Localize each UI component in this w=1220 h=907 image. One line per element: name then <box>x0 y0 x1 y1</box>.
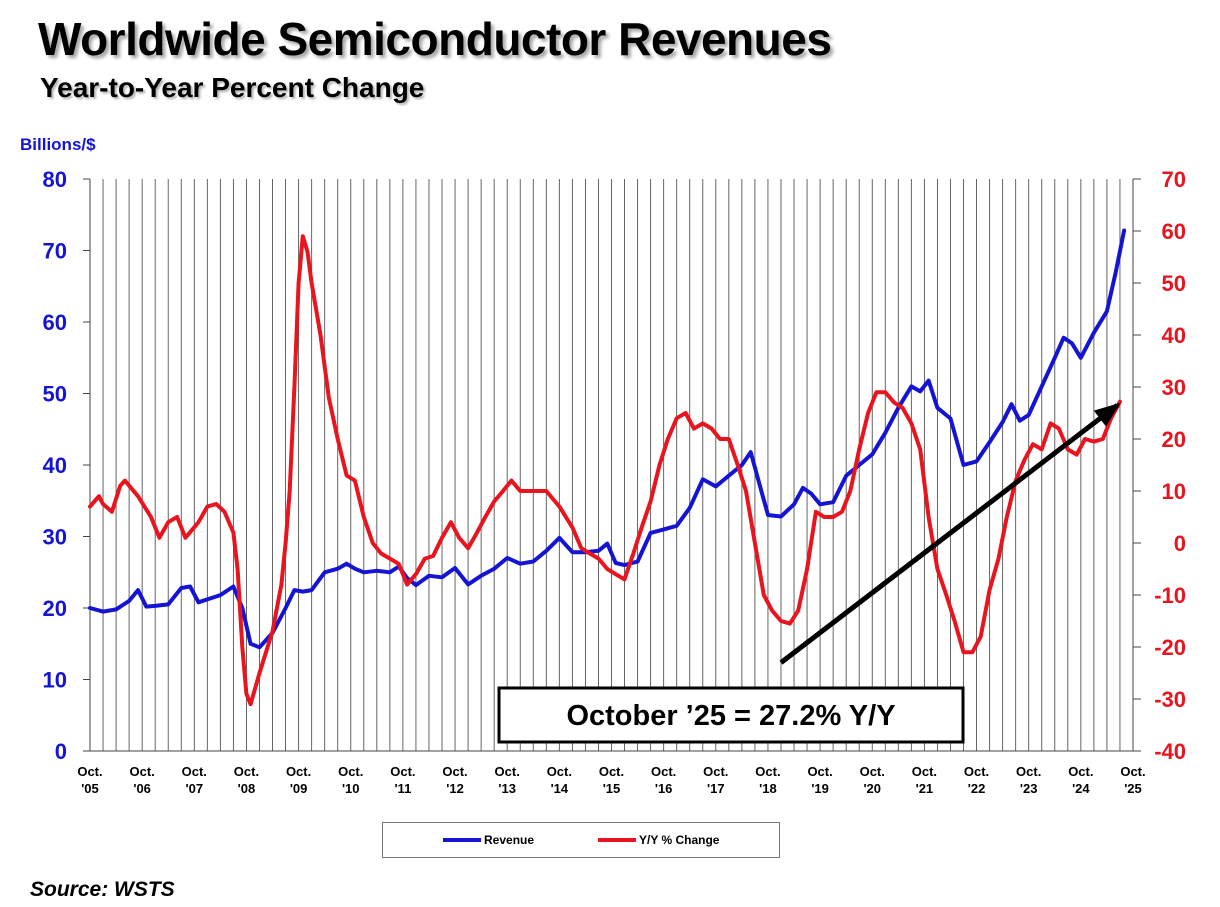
x-tick-label-top: Oct. <box>442 764 467 779</box>
left-tick-label: 30 <box>43 525 67 550</box>
x-tick-label-top: Oct. <box>234 764 259 779</box>
x-tick-label-top: Oct. <box>1016 764 1041 779</box>
left-tick-label: 80 <box>43 167 67 192</box>
right-tick-label: 60 <box>1162 219 1186 244</box>
x-tick-label-top: Oct. <box>1120 764 1145 779</box>
source-note: Source: WSTS <box>30 878 175 901</box>
x-tick-label-top: Oct. <box>390 764 415 779</box>
x-tick-label-top: Oct. <box>860 764 885 779</box>
annotation-box <box>497 686 965 744</box>
x-tick-label-bottom: '09 <box>290 781 308 796</box>
x-tick-label-top: Oct. <box>599 764 624 779</box>
x-tick-label-bottom: '15 <box>603 781 621 796</box>
x-tick-label-bottom: '16 <box>655 781 673 796</box>
x-tick-label-bottom: '19 <box>811 781 829 796</box>
annotation-arrow-head <box>1093 402 1121 427</box>
x-tick-label-top: Oct. <box>286 764 311 779</box>
legend: Revenue Y/Y % Change <box>382 822 780 858</box>
annotation-text: October ’25 = 27.2% Y/Y <box>566 700 895 732</box>
x-tick-label-bottom: '05 <box>81 781 99 796</box>
x-tick-label-top: Oct. <box>912 764 937 779</box>
right-tick-label: 40 <box>1162 323 1186 348</box>
x-tick-label-top: Oct. <box>807 764 832 779</box>
right-tick-label: -30 <box>1154 687 1186 712</box>
x-tick-label-bottom: '24 <box>1072 781 1090 796</box>
x-tick-label-top: Oct. <box>755 764 780 779</box>
left-tick-label: 50 <box>43 382 67 407</box>
left-tick-label: 20 <box>43 596 67 621</box>
x-tick-label-top: Oct. <box>703 764 728 779</box>
x-tick-label-bottom: '17 <box>707 781 725 796</box>
right-tick-label: 30 <box>1162 375 1186 400</box>
left-axis-label: Billions/$ <box>20 135 96 154</box>
x-tick-label-top: Oct. <box>77 764 102 779</box>
x-tick-label-bottom: '11 <box>394 781 411 796</box>
right-tick-label: -10 <box>1154 583 1186 608</box>
legend-label-revenue: Revenue <box>484 833 535 847</box>
x-tick-label-top: Oct. <box>338 764 363 779</box>
series-line-revenue <box>88 228 1127 650</box>
x-tick-label-bottom: '22 <box>968 781 986 796</box>
x-tick-label-top: Oct. <box>130 764 155 779</box>
annotation-layer: October ’25 = 27.2% Y/Y <box>497 402 1121 744</box>
x-tick-label-bottom: '07 <box>186 781 204 796</box>
legend-item-revenue: Revenue <box>443 823 534 857</box>
x-tick-label-bottom: '12 <box>446 781 464 796</box>
right-tick-label: 0 <box>1174 531 1186 556</box>
chart-title: Worldwide Semiconductor Revenues <box>38 13 832 65</box>
right-tick-label: -40 <box>1154 739 1186 764</box>
grid-layer <box>89 179 1134 751</box>
right-tick-label: 50 <box>1162 271 1186 296</box>
axes-layer: 0 10 20 30 40 50 60 70 80 -40 -30 -20 -10 0 10 20 30 40 50… <box>20 135 1186 796</box>
x-tick-label-bottom: '08 <box>238 781 256 796</box>
x-tick-label-top: Oct. <box>651 764 676 779</box>
right-tick-label: -20 <box>1154 635 1186 660</box>
right-tick-label: 20 <box>1162 427 1186 452</box>
left-tick-label: 0 <box>55 739 67 764</box>
x-tick-label-bottom: '14 <box>551 781 569 796</box>
x-tick-label-top: Oct. <box>182 764 207 779</box>
series-layer <box>88 228 1127 707</box>
x-tick-label-bottom: '10 <box>342 781 360 796</box>
x-tick-label-bottom: '23 <box>1020 781 1038 796</box>
x-tick-label-bottom: '20 <box>863 781 881 796</box>
x-tick-label-bottom: '06 <box>133 781 151 796</box>
x-tick-label-bottom: '13 <box>498 781 516 796</box>
x-tick-label-top: Oct. <box>964 764 989 779</box>
x-tick-label-top: Oct. <box>495 764 520 779</box>
legend-swatch-yy <box>598 838 636 842</box>
left-tick-label: 10 <box>43 668 67 693</box>
x-tick-label-bottom: '21 <box>916 781 934 796</box>
x-tick-label-top: Oct. <box>1068 764 1093 779</box>
annotation-arrow-shaft <box>779 403 1119 665</box>
right-tick-label: 10 <box>1162 479 1186 504</box>
legend-swatch-revenue <box>443 838 481 842</box>
legend-label-yy: Y/Y % Change <box>639 833 720 847</box>
chart-subtitle: Year-to-Year Percent Change <box>40 72 425 103</box>
x-tick-label-bottom: '18 <box>759 781 777 796</box>
series-line-yy <box>88 234 1122 707</box>
left-tick-label: 70 <box>43 239 67 264</box>
left-tick-label: 40 <box>43 453 67 478</box>
x-tick-label-bottom: '25 <box>1124 781 1142 796</box>
left-tick-label: 60 <box>43 310 67 335</box>
right-tick-label: 70 <box>1162 167 1186 192</box>
x-tick-label-top: Oct. <box>547 764 572 779</box>
legend-item-yy: Y/Y % Change <box>598 823 719 857</box>
